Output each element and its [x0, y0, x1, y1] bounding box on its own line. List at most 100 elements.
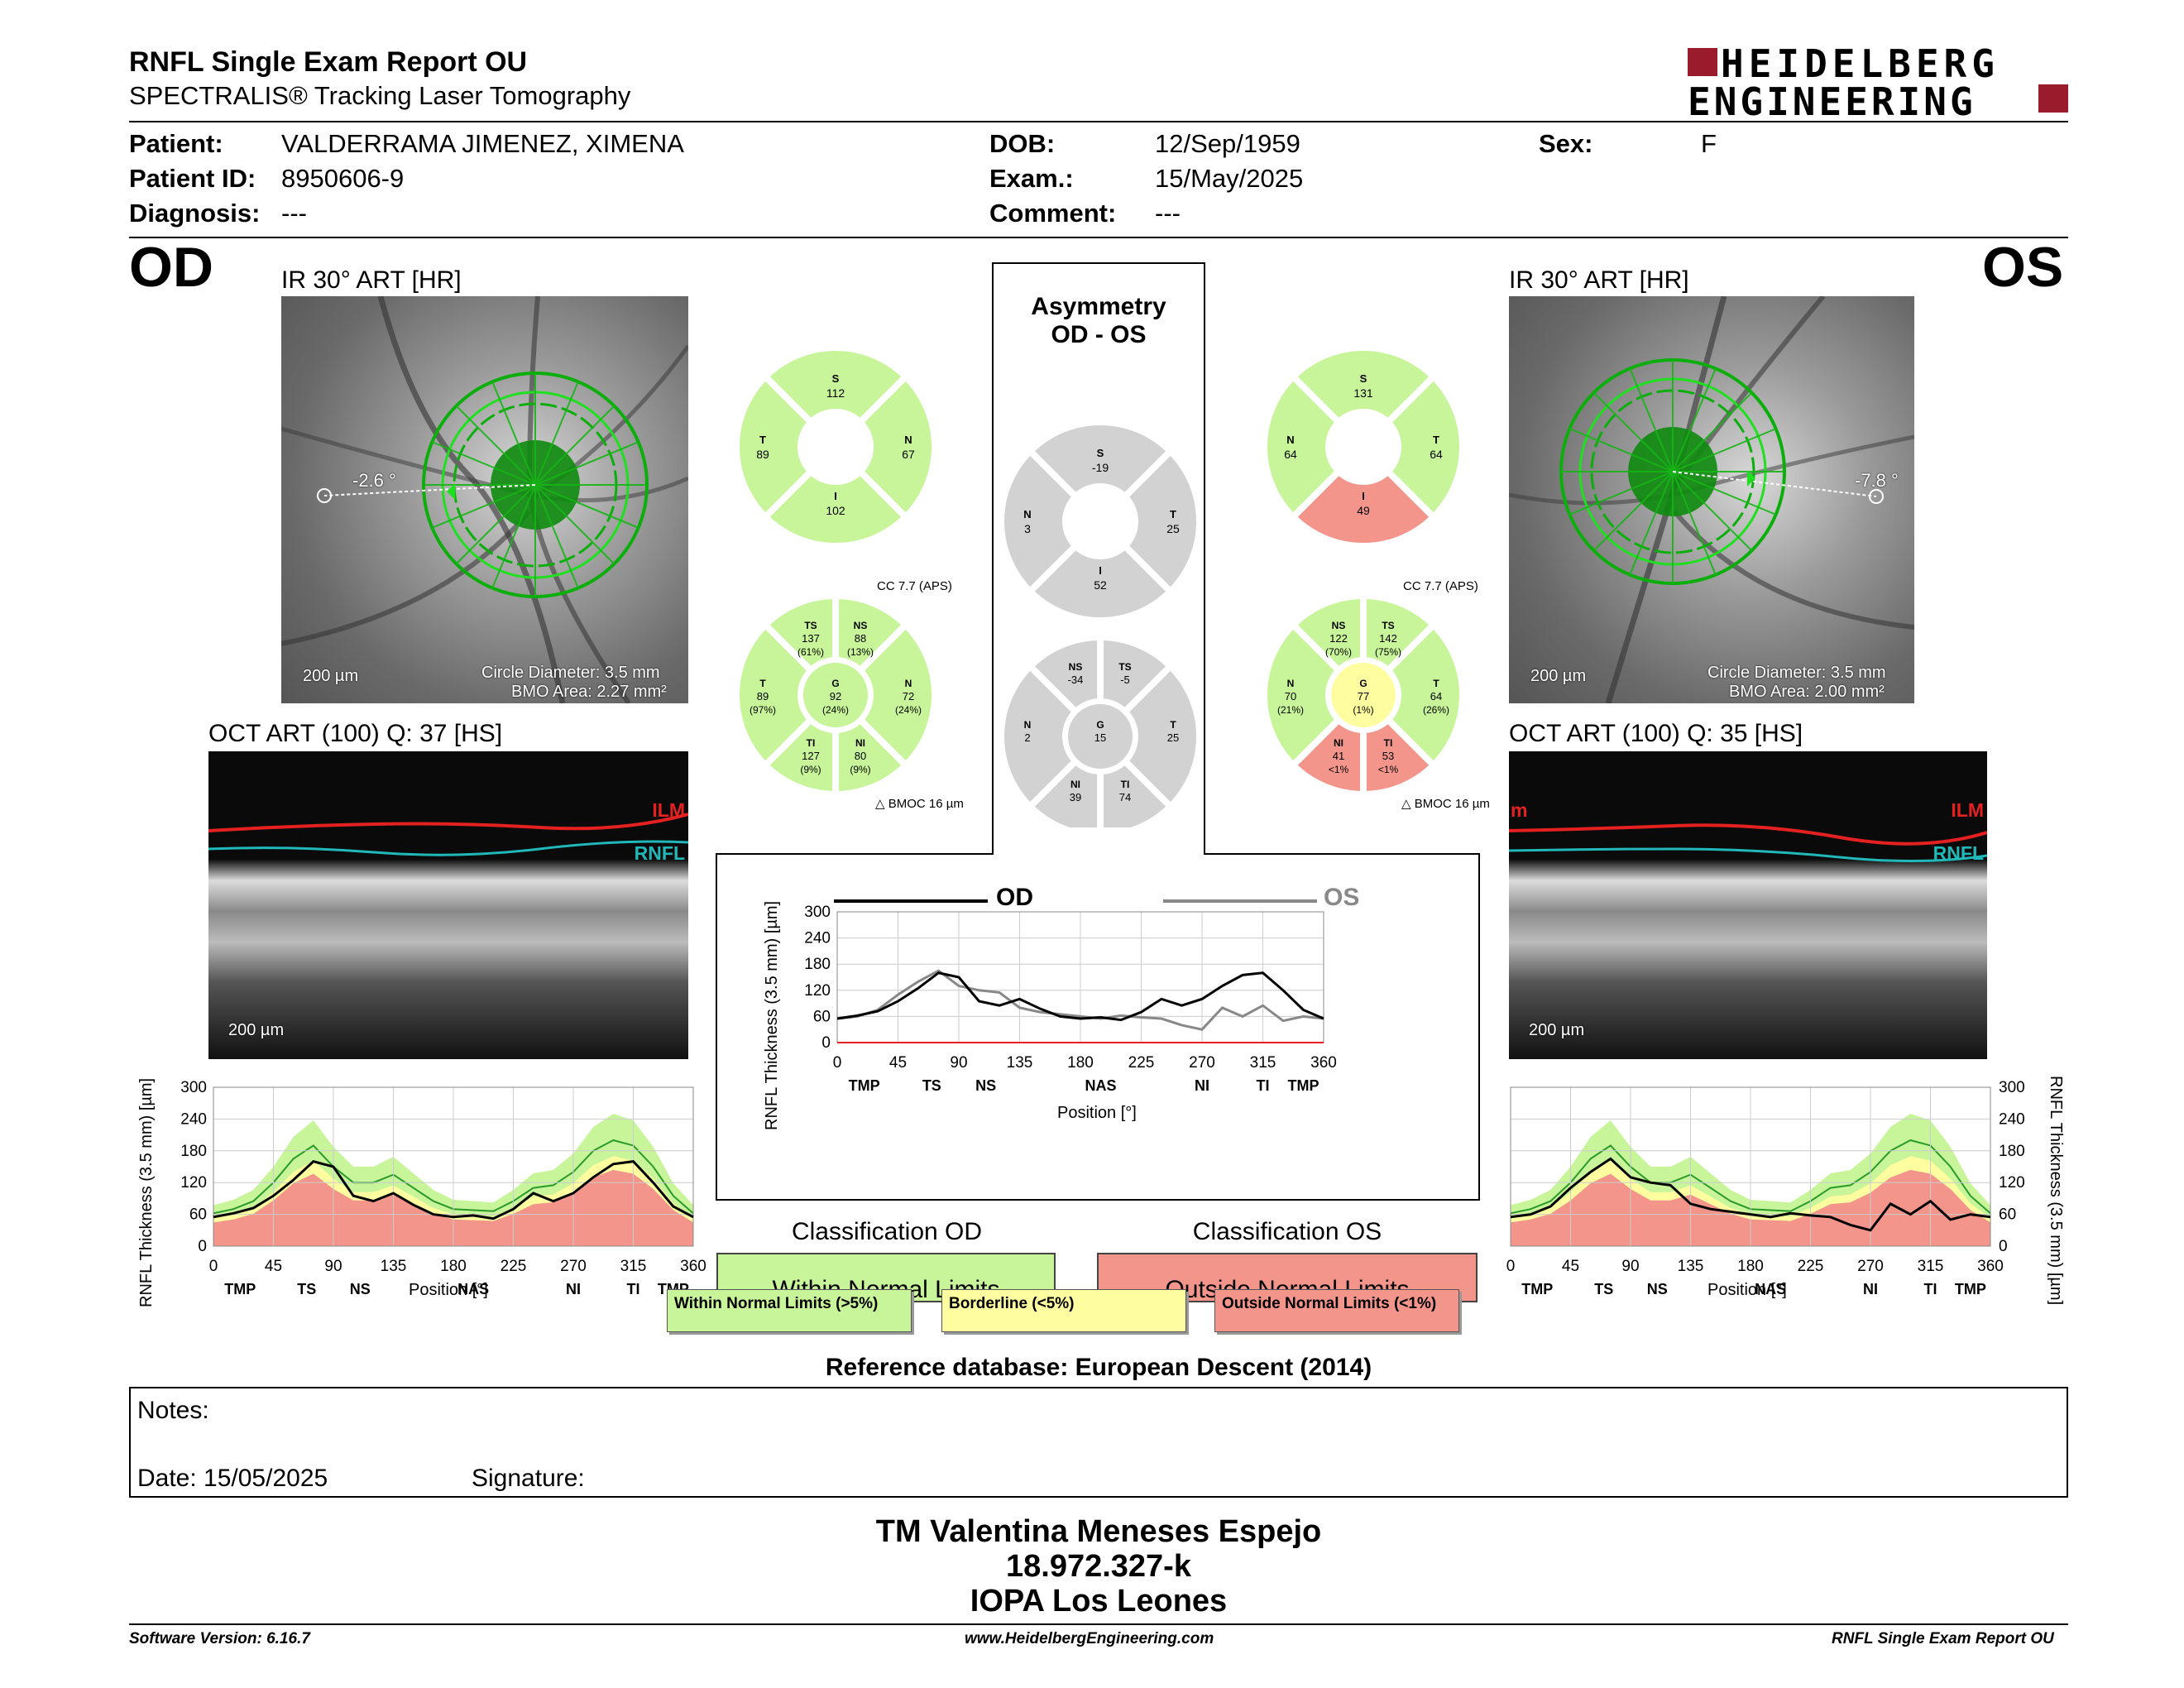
label-n: N — [1024, 719, 1032, 731]
x-tick-label: 225 — [1128, 1054, 1155, 1072]
value-ti: 53 — [1382, 750, 1394, 762]
series-line-od — [836, 971, 1324, 1022]
x-tick-label: 135 — [1007, 1054, 1033, 1072]
legend-os-label: OS — [1324, 884, 1360, 911]
x-tick-label: 90 — [1621, 1258, 1639, 1275]
y-tick-label: 240 — [1999, 1110, 2025, 1128]
label-s: S — [832, 372, 840, 385]
value-n: 72 — [903, 690, 914, 703]
signer-clinic: IOPA Los Leones — [970, 1584, 1228, 1618]
value-ni: 80 — [855, 750, 866, 762]
patient-id-label: Patient ID: — [129, 164, 256, 193]
y-tick-label: 120 — [1999, 1174, 2025, 1192]
y-tick-label: 180 — [1999, 1143, 2025, 1160]
os-oct-title: OCT ART (100) Q: 35 [HS] — [1509, 720, 1803, 747]
x-tick-label: 45 — [1562, 1258, 1579, 1275]
x-tick-label: 270 — [1189, 1054, 1215, 1072]
region-label: TS — [297, 1281, 316, 1297]
combined-tsnit-chart: 0 60 120 180 240 300 0 45 90 135 180 225 270 315 360 TM… — [804, 904, 1337, 1094]
os-eye-label: OS — [1982, 236, 2064, 299]
os-tsnit-chart: 0 60 120 180 240 300 0 45 90 135 180 225 270 315 360 TM… — [1506, 1079, 2025, 1297]
value-left: 3 — [1024, 522, 1031, 535]
label-right: T — [1170, 508, 1176, 520]
od-oct-scale: 200 µm — [228, 1021, 285, 1039]
combined-ylabel: RNFL Thickness (3.5 mm) [µm] — [763, 900, 781, 1130]
series-line-od — [213, 1159, 694, 1220]
pct-g: (1%) — [1353, 704, 1373, 716]
x-tick-label: 45 — [265, 1258, 282, 1275]
x-tick-label: 315 — [620, 1258, 647, 1275]
value-g: 77 — [1358, 690, 1369, 703]
od-fundus-image: -2.6 ° 200 µm Circle Diameter: 3.5 mm BM… — [281, 296, 688, 703]
label-ti: TI — [1384, 737, 1393, 749]
label-s: S — [1360, 372, 1367, 385]
software-version: Software Version: 6.16.7 — [129, 1630, 310, 1647]
notes-label: Notes: — [137, 1397, 209, 1424]
value-n: 70 — [1285, 690, 1296, 703]
y-tick-label: 60 — [813, 1008, 831, 1025]
x-tick-label: 0 — [1506, 1258, 1516, 1275]
od-tsnit-xlabel: Position [°] — [409, 1281, 488, 1299]
patient-id-value: 8950606-9 — [281, 164, 405, 193]
divider — [129, 121, 2068, 122]
y-tick-label: 180 — [180, 1143, 207, 1160]
value-ns: -34 — [1068, 674, 1084, 686]
region-label: TS — [922, 1077, 941, 1094]
y-tick-label: 60 — [1999, 1206, 2016, 1224]
label-g: G — [1096, 719, 1104, 731]
y-tick-label: 240 — [180, 1110, 207, 1128]
comment-label: Comment: — [989, 199, 1117, 228]
region-label: TI — [1924, 1281, 1937, 1297]
y-tick-label: 240 — [804, 930, 831, 947]
region-label: NI — [1195, 1077, 1209, 1094]
value-ni: 41 — [1333, 750, 1344, 762]
x-tick-label: 270 — [560, 1258, 587, 1275]
value-g: 15 — [1094, 731, 1106, 744]
pct-g: (24%) — [822, 704, 849, 716]
od-bmoc-text: BMOC 16 µm — [888, 797, 964, 811]
os-bmo-area: BMO Area: 2.00 mm² — [1729, 683, 1885, 701]
os-classification-title: Classification OS — [1192, 1218, 1382, 1245]
x-tick-label: 135 — [1678, 1258, 1704, 1275]
region-label: NAS — [1085, 1077, 1116, 1094]
value-i: 52 — [1094, 578, 1107, 592]
pct-ni: <1% — [1329, 764, 1349, 775]
value-i: 102 — [826, 504, 845, 517]
exam-label: Exam.: — [989, 164, 1074, 193]
label-ni: NI — [855, 737, 865, 749]
x-tick-label: 90 — [324, 1258, 342, 1275]
label-left: T — [759, 434, 766, 446]
signature-label: Signature: — [472, 1465, 585, 1492]
diagnosis-value: --- — [281, 199, 307, 228]
logo-square-bottom — [2038, 84, 2068, 113]
os-oct-scale: 200 µm — [1529, 1021, 1585, 1039]
value-left: 89 — [756, 448, 769, 461]
pct-t: (26%) — [1423, 704, 1449, 716]
asymmetry-subtitle: OD - OS — [1051, 321, 1147, 348]
divider — [129, 1623, 2068, 1625]
region-label: TMP — [1288, 1077, 1320, 1094]
label-ts: TS — [1118, 661, 1131, 673]
pct-ns: (13%) — [847, 646, 874, 658]
region-label: TMP — [1521, 1281, 1553, 1297]
diagnosis-label: Diagnosis: — [129, 199, 261, 228]
exam-value: 15/May/2025 — [1155, 164, 1304, 193]
os-oct-image: m ILM RNFL 200 µm — [1509, 751, 1987, 1059]
os-ilm-left-label: m — [1511, 799, 1528, 821]
dob-value: 12/Sep/1959 — [1155, 129, 1300, 158]
label-t: T — [1170, 719, 1176, 731]
region-label: NI — [1863, 1281, 1878, 1297]
x-tick-label: 0 — [209, 1258, 218, 1275]
os-angle: -7.8 ° — [1855, 470, 1899, 491]
od-tsnit-ylabel: RNFL Thickness (3.5 mm) [µm] — [137, 1077, 156, 1307]
os-fundus-image: -7.8 ° 200 µm Circle Diameter: 3.5 mm BM… — [1509, 296, 1914, 703]
value-ts: 137 — [802, 632, 820, 645]
ring-center — [801, 412, 870, 482]
value-s: -19 — [1092, 461, 1109, 474]
od-classification-title: Classification OD — [791, 1218, 983, 1245]
region-label: NAS — [1755, 1281, 1786, 1297]
region-label: TI — [627, 1281, 640, 1297]
label-ts: TS — [804, 620, 817, 631]
